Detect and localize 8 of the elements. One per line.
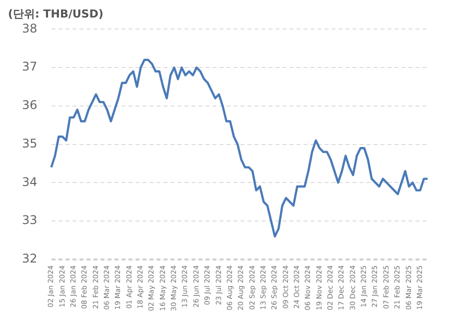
y-tick-label: 33 [22, 213, 38, 228]
chart-title: (단위: THB/USD) [8, 7, 104, 20]
y-tick-label: 37 [22, 60, 38, 74]
y-tick-label: 35 [22, 136, 38, 150]
y-tick-label: 34 [22, 174, 38, 189]
y-tick-label: 36 [22, 98, 38, 112]
y-tick-label: 38 [22, 21, 38, 36]
y-tick-label: 32 [22, 251, 38, 266]
